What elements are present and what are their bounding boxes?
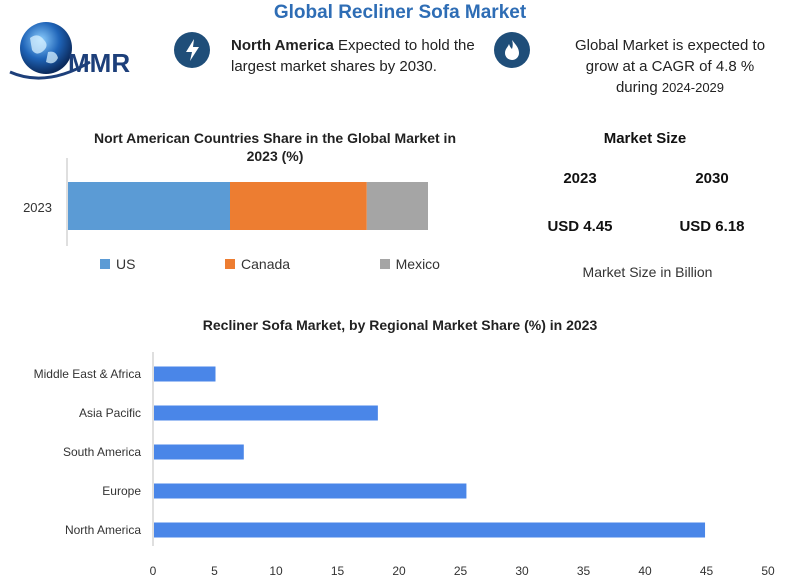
x-tick-label: 5 bbox=[211, 564, 218, 578]
cagr-line-2: grow at a CAGR of 4.8 % bbox=[585, 58, 755, 75]
bar-canada bbox=[230, 182, 367, 230]
legend-mexico-swatch bbox=[379, 259, 390, 269]
market-size-year-2023: 2023 bbox=[563, 170, 597, 187]
region-label: South America bbox=[63, 445, 141, 459]
legend-canada-swatch bbox=[225, 259, 236, 269]
legend-us-swatch bbox=[100, 259, 110, 269]
market-size-heading: Market Size bbox=[603, 130, 687, 147]
regional-share-chart-title: Recliner Sofa Market, by Regional Market… bbox=[202, 317, 598, 333]
x-tick-label: 50 bbox=[761, 564, 775, 578]
region-label: Middle East & Africa bbox=[34, 367, 142, 381]
region-bar bbox=[154, 366, 216, 382]
x-tick-label: 30 bbox=[515, 564, 529, 578]
cagr-period: 2024-2029 bbox=[661, 80, 725, 95]
bar-us bbox=[68, 182, 230, 230]
regional-share-chart: Middle East & Africa Asia Pacific South Am… bbox=[34, 352, 775, 578]
cagr-line-1: Global Market is expected to bbox=[574, 37, 766, 54]
x-tick-label: 40 bbox=[638, 564, 652, 578]
region-bar bbox=[154, 444, 244, 460]
lightning-bolt-icon bbox=[174, 32, 210, 68]
market-size-value-2023: USD 4.45 bbox=[547, 218, 613, 235]
legend-us-label: US bbox=[116, 256, 136, 272]
region-label: North America bbox=[65, 523, 141, 537]
region-label: Europe bbox=[102, 484, 141, 498]
bar-mexico bbox=[366, 182, 428, 230]
market-size-year-2030: 2030 bbox=[695, 170, 729, 187]
legend-canada-label: Canada bbox=[241, 256, 291, 272]
country-share-legend: US Canada Mexico bbox=[100, 256, 440, 272]
country-share-chart: 2023 bbox=[23, 158, 428, 246]
highlight-text: Expected to hold the largest market shar… bbox=[231, 37, 475, 75]
x-tick-label: 0 bbox=[150, 564, 157, 578]
country-share-category-label: 2023 bbox=[23, 200, 52, 215]
x-tick-label: 15 bbox=[331, 564, 345, 578]
region-bar bbox=[154, 483, 467, 499]
legend-mexico: Mexico bbox=[379, 256, 440, 272]
region-bar bbox=[154, 522, 706, 538]
legend-mexico-label: Mexico bbox=[395, 256, 440, 272]
highlight-north-america: North America Expected to hold the large… bbox=[231, 35, 491, 77]
cagr-line-3: during 2024-2029 bbox=[545, 77, 795, 98]
logo-text: MMR bbox=[68, 48, 130, 78]
market-size-value-2030: USD 6.18 bbox=[679, 218, 745, 235]
market-size-note: Market Size in Billion bbox=[582, 264, 713, 280]
cagr-line-3-label: during bbox=[615, 79, 662, 96]
region-label: Asia Pacific bbox=[79, 406, 141, 420]
page-title: Global Recliner Sofa Market bbox=[273, 2, 527, 23]
region-bar bbox=[154, 405, 378, 421]
x-tick-label: 35 bbox=[577, 564, 591, 578]
x-tick-label: 20 bbox=[392, 564, 406, 578]
x-tick-label: 10 bbox=[269, 564, 283, 578]
legend-canada: Canada bbox=[225, 256, 290, 272]
x-tick-label: 45 bbox=[700, 564, 714, 578]
x-tick-label: 25 bbox=[454, 564, 468, 578]
mmr-logo: MMR bbox=[6, 18, 156, 82]
highlight-cagr: Global Market is expected to grow at a C… bbox=[545, 35, 795, 98]
highlight-bold: North America bbox=[231, 37, 334, 54]
flame-icon bbox=[494, 32, 530, 68]
legend-us: US bbox=[100, 256, 135, 272]
country-share-chart-title: Nort American Countries Share in the Glo… bbox=[94, 130, 456, 164]
